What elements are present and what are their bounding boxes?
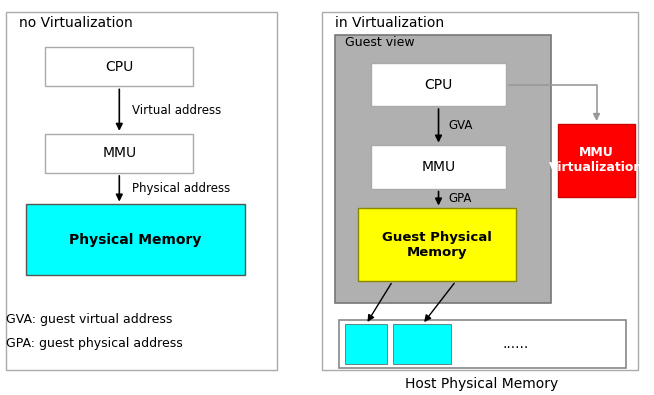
Text: GVA: GVA: [448, 119, 473, 132]
Text: GPA: GPA: [448, 192, 472, 205]
FancyBboxPatch shape: [371, 63, 506, 106]
FancyBboxPatch shape: [339, 320, 625, 368]
Text: MMU: MMU: [421, 160, 456, 174]
Text: in Virtualization: in Virtualization: [336, 16, 445, 30]
Text: ......: ......: [503, 337, 529, 351]
FancyBboxPatch shape: [371, 145, 506, 189]
Text: Physical address: Physical address: [132, 182, 230, 195]
FancyBboxPatch shape: [336, 36, 551, 303]
Text: MMU
Virtualization: MMU Virtualization: [549, 146, 644, 174]
FancyBboxPatch shape: [45, 134, 194, 173]
Text: no Virtualization: no Virtualization: [20, 16, 133, 30]
Text: CPU: CPU: [105, 60, 133, 74]
FancyBboxPatch shape: [394, 324, 451, 364]
FancyBboxPatch shape: [45, 47, 194, 87]
Text: Guest Physical
Memory: Guest Physical Memory: [382, 231, 492, 259]
Text: GPA: guest physical address: GPA: guest physical address: [7, 337, 183, 350]
Text: Physical Memory: Physical Memory: [69, 233, 201, 247]
FancyBboxPatch shape: [345, 324, 387, 364]
Text: Guest view: Guest view: [345, 36, 415, 49]
Text: Virtual address: Virtual address: [132, 103, 222, 117]
Text: MMU: MMU: [102, 146, 137, 160]
FancyBboxPatch shape: [558, 124, 635, 197]
FancyBboxPatch shape: [26, 205, 245, 275]
Text: Host Physical Memory: Host Physical Memory: [405, 378, 559, 391]
Text: GVA: guest virtual address: GVA: guest virtual address: [7, 313, 173, 326]
FancyBboxPatch shape: [358, 209, 516, 281]
Text: CPU: CPU: [424, 77, 453, 92]
